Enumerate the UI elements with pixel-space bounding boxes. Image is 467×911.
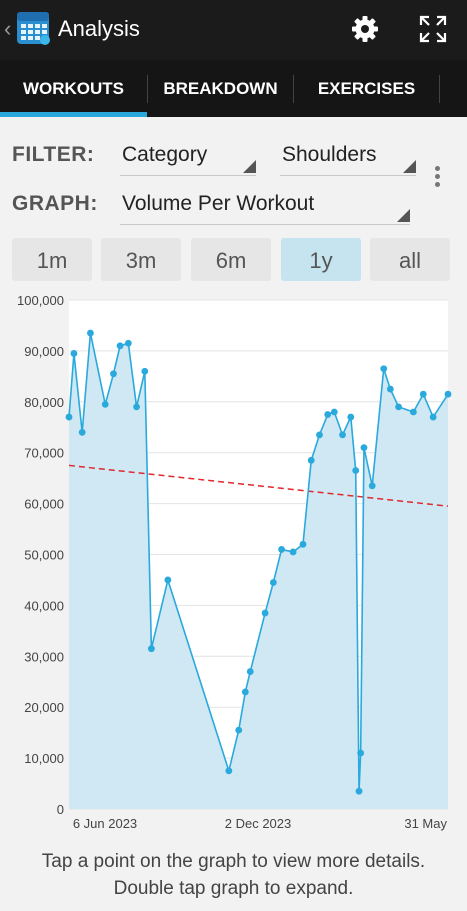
data-point[interactable]: [444, 390, 452, 398]
y-tick-label: 90,000: [24, 344, 64, 359]
y-tick-label: 30,000: [24, 649, 64, 664]
tab-workouts[interactable]: WORKOUTS: [22, 79, 125, 98]
filter-label: FILTER:: [12, 143, 95, 166]
tab-divider: [293, 75, 294, 103]
data-point[interactable]: [133, 403, 140, 411]
tab-breakdown[interactable]: BREAKDOWN: [163, 79, 278, 98]
dropdown-arrow-icon: [243, 160, 256, 173]
y-tick-label: 80,000: [24, 395, 64, 410]
data-point[interactable]: [278, 546, 285, 553]
y-tick-label: 10,000: [24, 751, 64, 766]
data-point[interactable]: [246, 668, 254, 675]
data-point[interactable]: [395, 403, 402, 411]
filter-category-value: Shoulders: [282, 143, 377, 166]
data-point[interactable]: [352, 467, 360, 474]
trend-line: [68, 464, 449, 507]
data-point[interactable]: [339, 431, 346, 439]
data-point[interactable]: [116, 342, 124, 350]
data-point[interactable]: [124, 339, 132, 347]
data-point[interactable]: [65, 413, 73, 421]
tab-bar: WORKOUTS BREAKDOWN EXERCISES: [0, 60, 467, 117]
data-point[interactable]: [324, 411, 332, 418]
filter-type-dropdown[interactable]: Category: [120, 139, 256, 176]
data-point[interactable]: [429, 413, 437, 421]
graph-type-value: Volume Per Workout: [122, 192, 315, 215]
y-tick-label: 40,000: [24, 598, 64, 613]
data-point[interactable]: [299, 540, 307, 548]
y-tick-label: 100,000: [17, 293, 64, 308]
data-point[interactable]: [316, 431, 323, 439]
data-point[interactable]: [141, 367, 149, 375]
tab-divider: [439, 75, 440, 103]
expand-icon[interactable]: [418, 14, 448, 44]
active-tab-indicator: [0, 112, 147, 117]
page-title: Analysis: [58, 16, 140, 41]
dropdown-arrow-icon: [403, 160, 416, 173]
data-point[interactable]: [70, 350, 78, 357]
data-point[interactable]: [110, 370, 117, 378]
hint-line-2: Double tap graph to expand.: [113, 878, 354, 899]
dropdown-arrow-icon: [397, 209, 410, 222]
tab-divider: [147, 75, 148, 103]
data-point[interactable]: [360, 444, 368, 452]
data-point[interactable]: [307, 456, 315, 464]
range-button-1m[interactable]: 1m: [12, 238, 92, 281]
data-point[interactable]: [164, 576, 172, 584]
y-tick-label: 0: [57, 802, 64, 817]
data-point[interactable]: [355, 787, 363, 795]
app-calendar-icon[interactable]: [16, 10, 52, 46]
data-point[interactable]: [289, 548, 297, 556]
data-point[interactable]: [225, 767, 233, 775]
data-point[interactable]: [330, 408, 338, 416]
data-point[interactable]: [269, 579, 277, 586]
data-point[interactable]: [87, 329, 94, 337]
graph-type-dropdown[interactable]: Volume Per Workout: [120, 188, 410, 225]
range-button-1y[interactable]: 1y: [281, 238, 361, 281]
data-point[interactable]: [386, 385, 394, 393]
data-point[interactable]: [241, 688, 249, 696]
data-point[interactable]: [380, 365, 388, 373]
data-point[interactable]: [409, 408, 417, 416]
graph-hint: Tap a point on the graph to view more de…: [0, 848, 467, 902]
data-point[interactable]: [147, 645, 155, 653]
app-bar: ‹ Analysis: [0, 0, 467, 60]
filter-category-dropdown[interactable]: Shoulders: [280, 139, 416, 176]
x-tick-label: 2 Dec 2023: [225, 816, 292, 831]
hint-line-1: Tap a point on the graph to view more de…: [41, 851, 426, 872]
data-point[interactable]: [347, 413, 355, 421]
range-button-6m[interactable]: 6m: [191, 238, 271, 281]
data-point[interactable]: [235, 726, 243, 734]
y-tick-label: 20,000: [24, 700, 64, 715]
range-button-3m[interactable]: 3m: [101, 238, 181, 281]
data-point[interactable]: [419, 390, 427, 398]
data-point[interactable]: [78, 428, 86, 436]
tab-exercises[interactable]: EXERCISES: [317, 79, 416, 98]
y-tick-label: 50,000: [24, 548, 64, 563]
filter-type-value: Category: [122, 143, 208, 166]
graph-label: GRAPH:: [12, 192, 98, 215]
range-button-all[interactable]: all: [370, 238, 450, 281]
data-point[interactable]: [101, 400, 109, 408]
volume-chart[interactable]: 100,000 90,000 80,000 70,000 60,000 50,000 40,…: [0, 288, 467, 836]
gear-icon[interactable]: [350, 14, 380, 44]
data-point[interactable]: [368, 482, 376, 490]
data-point[interactable]: [357, 749, 365, 757]
x-tick-label: 6 Jun 2023: [73, 816, 137, 831]
overflow-menu-icon[interactable]: [430, 166, 444, 192]
x-tick-label: 31 May: [404, 816, 447, 831]
data-point[interactable]: [261, 609, 269, 617]
y-tick-label: 60,000: [24, 497, 64, 512]
y-tick-label: 70,000: [24, 446, 64, 461]
back-chevron-icon[interactable]: ‹: [4, 16, 12, 41]
